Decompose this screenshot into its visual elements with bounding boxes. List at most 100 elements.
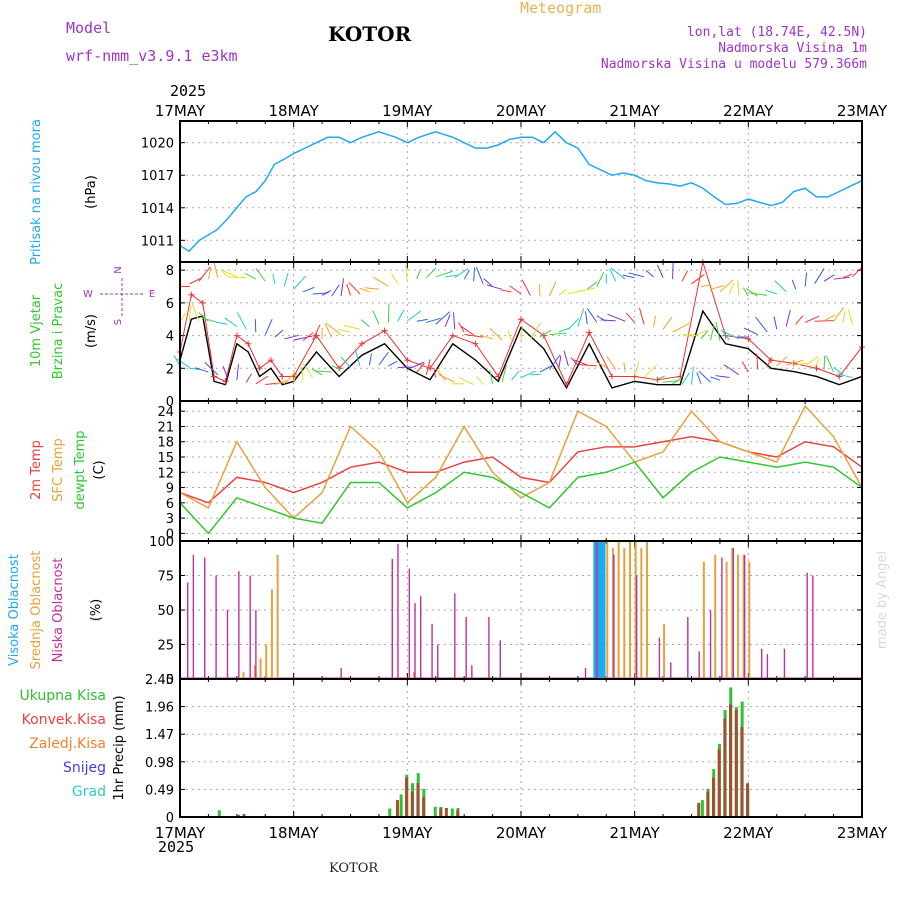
wind-arrow	[672, 261, 674, 280]
x-tick-label-bottom: 21MAY	[610, 824, 661, 842]
wind-arrow	[264, 319, 273, 335]
label-sfc-temp: SFC Temp	[51, 438, 66, 502]
wind-arrow	[643, 364, 658, 379]
wind-arrow	[368, 353, 373, 366]
wind-arrow	[623, 362, 626, 373]
precip-bar	[236, 814, 240, 817]
wind-arrow	[833, 276, 850, 280]
wind-arrow	[458, 322, 465, 333]
cloud-bar	[584, 667, 587, 679]
cloud-bar	[658, 637, 661, 679]
wind-arrow	[283, 371, 296, 385]
label-mid-cloud: Srednja Oblacnost	[29, 551, 44, 670]
wind-arrow	[445, 274, 458, 278]
precip-bar	[399, 794, 403, 817]
wind-arrow	[425, 359, 431, 375]
wind-arrow	[577, 287, 596, 293]
y-tick-label: 0.98	[145, 756, 174, 771]
wind-arrow	[435, 311, 451, 325]
wind-arrow	[539, 365, 553, 373]
wind-arrow	[433, 367, 437, 378]
wind-arrow	[795, 362, 808, 366]
wind-arrow	[600, 319, 616, 322]
x-tick-label-bottom: 19MAY	[382, 824, 433, 842]
wind-arrow	[372, 310, 380, 325]
x-tick-label-top: 20MAY	[496, 102, 547, 120]
wind-arrow	[836, 373, 853, 379]
x-tick-label-top: 21MAY	[610, 102, 661, 120]
wind-speed-line	[179, 309, 863, 390]
y-tick-label: 0	[166, 395, 174, 410]
gust-marker	[233, 332, 240, 339]
wind-arrow	[549, 332, 567, 336]
cloud-bar	[602, 541, 606, 679]
cloud-bar	[204, 557, 206, 679]
y-tick-label: 1011	[141, 234, 174, 249]
cloud-bar	[265, 644, 268, 679]
x-tick-label-bottom: 23MAY	[837, 824, 888, 842]
wind-arrow	[814, 320, 834, 322]
cloud-bar	[192, 554, 195, 679]
wind-arrow	[436, 368, 446, 381]
x-tick-label-bottom: 20MAY	[496, 824, 547, 842]
wind-arrow	[346, 283, 351, 296]
x-tick-label-bottom: 17MAY	[155, 824, 206, 842]
cloud-bar	[743, 554, 746, 679]
wind-arrow	[852, 266, 863, 278]
cloud-bar	[431, 623, 433, 679]
wind-arrow	[847, 309, 854, 325]
wind-arrow	[749, 292, 768, 296]
cloud-bar	[617, 541, 620, 679]
wind-arrow	[521, 279, 531, 296]
wind-arrow	[378, 351, 389, 366]
wind-arrow	[628, 272, 645, 278]
wind-arrow	[509, 285, 522, 295]
wind-arrow	[791, 279, 797, 290]
cloud-bar	[812, 575, 814, 679]
panel-frame	[179, 261, 863, 402]
wind-arrow	[331, 365, 342, 370]
x-tick-label-top: 18MAY	[269, 102, 320, 120]
wind-arrow	[656, 264, 664, 278]
wind-arrow	[558, 327, 570, 333]
wind-arrow	[700, 330, 709, 340]
cloud-bar	[613, 554, 615, 679]
wind-arrow	[302, 332, 314, 341]
wind-arrow	[698, 370, 711, 383]
wind-arrow	[622, 274, 635, 279]
cloud-bar	[420, 596, 422, 679]
cloud-bar	[731, 547, 734, 679]
wind-arrow	[530, 322, 541, 340]
wind-arrow	[293, 275, 307, 290]
precip-bar	[711, 777, 715, 817]
gust-marker	[267, 357, 274, 364]
wind-arrow	[444, 314, 451, 327]
wind-arrow	[312, 324, 321, 341]
wind-arrow	[222, 366, 228, 378]
cloud-bar	[623, 547, 626, 679]
wind-arrow	[489, 327, 503, 341]
wind-arrow	[236, 312, 247, 330]
gust-marker	[563, 381, 570, 388]
cloud-bar	[408, 568, 411, 679]
wind-arrow	[387, 303, 390, 323]
wind-arrow	[609, 268, 617, 282]
cloud-bar	[628, 541, 631, 679]
y-tick-label: 0.49	[145, 783, 174, 798]
footer-station: KOTOR	[329, 861, 379, 876]
wind-arrow	[578, 364, 597, 367]
wind-arrow	[804, 315, 820, 323]
wind-arrow	[255, 267, 266, 282]
wind-arrow	[207, 267, 212, 280]
wind-arrow	[364, 287, 379, 290]
wind-gust-line	[179, 261, 863, 386]
wind-arrow	[756, 353, 759, 370]
gust-marker	[404, 357, 411, 364]
wind-arrow	[606, 356, 617, 370]
precip-bar	[723, 718, 727, 817]
wind-arrow	[255, 375, 268, 385]
cloud-bar	[242, 672, 245, 679]
precip-bar	[433, 806, 437, 817]
wind-arrow	[224, 317, 238, 328]
wind-arrow	[596, 271, 605, 287]
